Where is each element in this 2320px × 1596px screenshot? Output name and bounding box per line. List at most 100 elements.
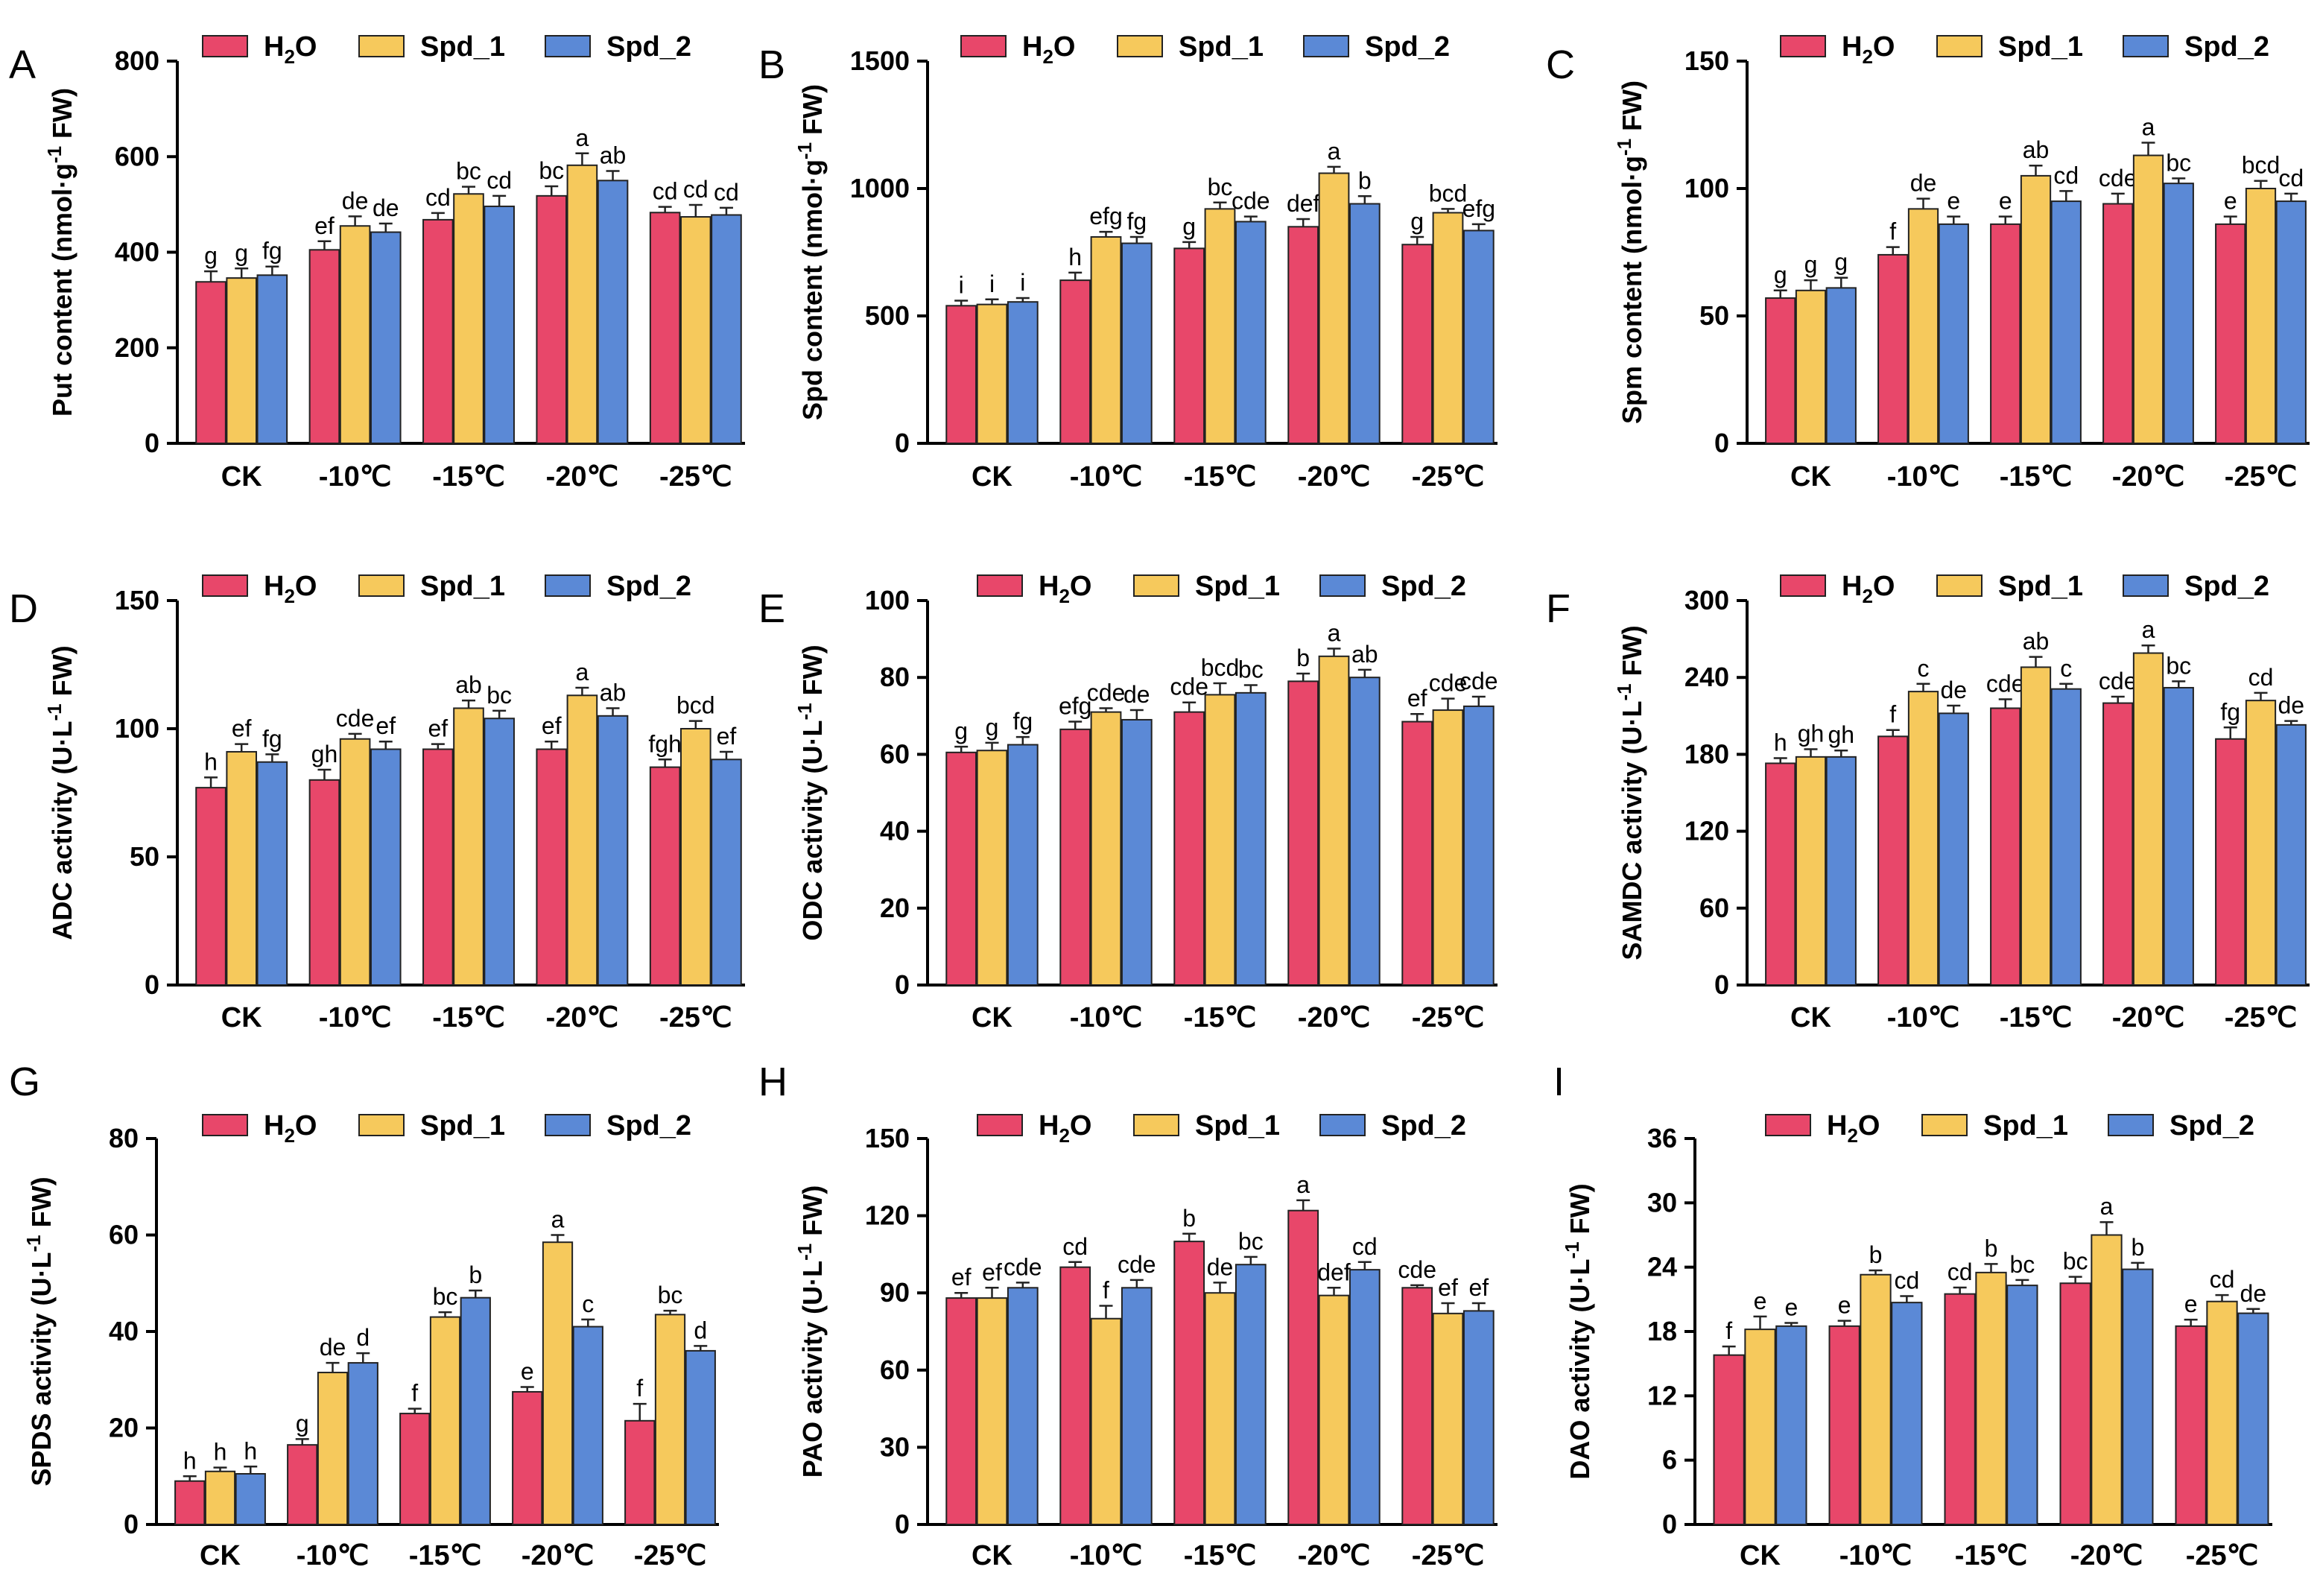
significance-letter: de — [2240, 1280, 2267, 1307]
bar — [370, 231, 402, 444]
x-category-label: -25℃ — [634, 1540, 707, 1571]
significance-letter: bc — [1238, 1228, 1264, 1255]
significance-letter: fgh — [648, 730, 681, 757]
bar — [1059, 728, 1091, 986]
y-tick-label: 0 — [1714, 428, 1729, 458]
bar — [1121, 718, 1153, 987]
y-tick-label: 80 — [880, 662, 910, 692]
significance-letter: ef — [1438, 1274, 1458, 1301]
legend-label: H2O — [1039, 571, 1091, 607]
significance-letter: e — [1947, 188, 1960, 215]
significance-letter: def — [1287, 190, 1320, 217]
significance-letter: h — [244, 1437, 257, 1464]
bar — [1938, 712, 1969, 986]
y-tick-label: 24 — [1647, 1252, 1677, 1282]
bar — [597, 715, 629, 986]
y-tick-label: 20 — [880, 893, 910, 923]
bar — [2102, 203, 2134, 444]
legend-swatch — [2108, 1114, 2154, 1136]
bar — [174, 1480, 206, 1525]
significance-letter: fg — [2220, 698, 2240, 725]
significance-letter: b — [1869, 1241, 1883, 1268]
bar — [1432, 212, 1464, 444]
bar — [2275, 200, 2307, 444]
legend-label-text: Spd_1 — [1195, 1110, 1280, 1141]
legend-label-text: Spd_1 — [1179, 31, 1264, 63]
bar — [1462, 229, 1495, 444]
bar — [1877, 253, 1909, 445]
significance-letter: efg — [1089, 203, 1122, 229]
significance-letter: f — [636, 1375, 643, 1402]
legend-label-sub: 2 — [1847, 1124, 1857, 1147]
legend-label-text: Spd_1 — [1983, 1110, 2068, 1141]
y-axis-title-tail: FW) — [797, 645, 828, 703]
legend-swatch — [1936, 574, 1983, 597]
significance-letter: bc — [1208, 174, 1233, 200]
bar — [679, 216, 711, 444]
legend-swatch — [977, 1114, 1023, 1136]
significance-letter: e — [1838, 1292, 1851, 1319]
legend-label-text: H — [264, 1110, 284, 1141]
x-category-label: -10℃ — [1887, 461, 1960, 493]
legend-label: H2O — [1827, 1110, 1880, 1147]
panel-letter: F — [1546, 586, 1571, 631]
bar — [1090, 1317, 1122, 1525]
bar — [542, 1241, 574, 1526]
significance-letter: de — [342, 187, 369, 214]
legend-label-text: Spd_2 — [1381, 571, 1466, 602]
significance-letter: a — [576, 124, 589, 151]
significance-letter: g — [1410, 208, 1424, 235]
significance-letter: cde — [1986, 670, 2025, 697]
legend-label: H2O — [1039, 1110, 1091, 1147]
bar — [1825, 756, 1857, 987]
legend-label-sub: 2 — [1059, 585, 1069, 607]
legend-label: Spd_2 — [606, 31, 691, 63]
bar — [2132, 652, 2164, 987]
bar — [308, 249, 340, 444]
legend-label-text: Spd_2 — [2170, 1110, 2254, 1141]
significance-letter: h — [183, 1447, 197, 1474]
legend-label-text: Spd_1 — [1998, 31, 2083, 63]
significance-letter: e — [2224, 188, 2237, 215]
bar — [1059, 1266, 1091, 1525]
legend-swatch — [2123, 35, 2169, 57]
legend-swatch — [1319, 1114, 1366, 1136]
significance-letter: b — [2131, 1234, 2144, 1261]
legend-label: Spd_1 — [1998, 571, 2083, 602]
bar — [339, 225, 371, 444]
significance-letter: cd — [683, 176, 709, 203]
bar — [453, 707, 484, 986]
significance-letter: ab — [455, 671, 482, 698]
bar — [2163, 183, 2194, 444]
y-tick-label: 30 — [880, 1431, 910, 1462]
y-axis-title-sup: -1 — [793, 1244, 816, 1261]
bar — [536, 748, 568, 987]
significance-letter: g — [954, 718, 968, 744]
y-axis-title-main: Spm content (nmol·g — [1617, 156, 1647, 424]
significance-letter: a — [2142, 113, 2155, 140]
y-tick-label: 150 — [1684, 45, 1729, 76]
bar — [1990, 223, 2021, 444]
legend-label-text: H — [1039, 1110, 1059, 1141]
y-axis-title-main: Spd content (nmol·g — [797, 159, 828, 420]
legend-swatch — [1133, 574, 1179, 597]
y-tick-label: 18 — [1647, 1316, 1677, 1346]
y-tick-label: 0 — [145, 428, 159, 458]
bar — [1907, 208, 1939, 444]
y-tick-label: 0 — [1662, 1509, 1677, 1539]
panel-letter: H — [758, 1060, 787, 1104]
x-category-label: -20℃ — [2112, 1002, 2185, 1033]
bar — [1007, 744, 1039, 986]
bar — [1401, 1287, 1433, 1525]
legend-swatch — [358, 35, 405, 57]
significance-letter: ef — [314, 212, 335, 239]
significance-letter: i — [959, 271, 964, 298]
significance-letter: cd — [1062, 1233, 1088, 1260]
bar — [2245, 188, 2277, 444]
y-tick-label: 240 — [1684, 662, 1729, 692]
legend-label-text: O — [295, 1110, 317, 1141]
